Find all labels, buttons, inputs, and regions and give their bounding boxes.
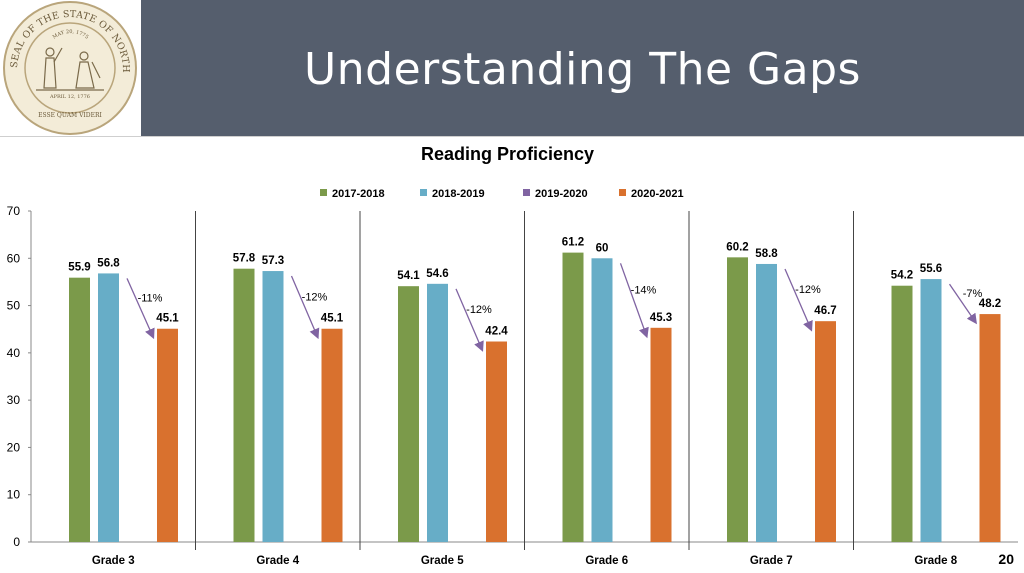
- x-tick-label: Grade 5: [421, 555, 464, 567]
- page-number: 20: [998, 551, 1014, 567]
- change-annotation: -14%: [631, 285, 657, 297]
- data-label: 48.2: [979, 298, 1001, 310]
- bar: [815, 321, 836, 542]
- seal-motto: ESSE QUAM VIDERI: [38, 112, 102, 119]
- data-label: 54.6: [426, 268, 448, 280]
- bar: [69, 277, 90, 542]
- data-label: 46.7: [814, 305, 836, 317]
- y-tick-label: 30: [7, 393, 21, 407]
- legend-label: 2018-2019: [432, 188, 485, 200]
- change-arrow: [784, 268, 813, 332]
- legend-swatch: [523, 189, 530, 196]
- data-label: 45.1: [321, 313, 344, 325]
- seal-figures-icon: [36, 47, 104, 91]
- bar: [650, 327, 672, 542]
- svg-text:MAY 20, 1775: MAY 20, 1775: [52, 29, 90, 41]
- bar: [891, 285, 913, 542]
- chart-title: Reading Proficiency: [420, 144, 595, 164]
- data-label: 58.8: [755, 248, 778, 260]
- data-label: 54.1: [397, 270, 420, 282]
- data-label: 61.2: [562, 237, 584, 249]
- y-tick-label: 60: [7, 251, 21, 265]
- y-tick-label: 70: [7, 204, 21, 218]
- bar: [262, 271, 284, 542]
- bar: [157, 328, 178, 542]
- change-annotation: -12%: [466, 304, 492, 316]
- bar: [756, 263, 777, 542]
- change-arrow: [619, 263, 649, 339]
- bar: [591, 258, 613, 542]
- header-divider: [0, 136, 1024, 137]
- data-label: 60: [596, 242, 609, 254]
- y-tick-label: 50: [7, 299, 21, 313]
- y-tick-label: 0: [13, 535, 20, 549]
- data-label: 56.8: [97, 257, 120, 269]
- seal-date-top: MAY 20, 1775: [52, 29, 90, 41]
- bar: [398, 286, 419, 542]
- legend-label: 2020-2021: [631, 188, 684, 200]
- legend-label: 2019-2020: [535, 188, 588, 200]
- x-tick-label: Grade 3: [92, 555, 135, 567]
- change-annotation: -12%: [795, 284, 821, 296]
- bar: [562, 252, 584, 542]
- bar: [98, 273, 119, 542]
- data-label: 55.6: [920, 263, 942, 275]
- title-banner: Understanding The Gaps: [141, 0, 1024, 136]
- x-tick-label: Grade 6: [585, 555, 628, 567]
- y-tick-label: 20: [7, 440, 21, 454]
- legend-label: 2017-2018: [332, 188, 385, 200]
- data-label: 45.1: [156, 313, 179, 325]
- change-arrow: [290, 275, 320, 340]
- y-tick-label: 40: [7, 346, 21, 360]
- data-label: 54.2: [891, 270, 913, 282]
- change-annotation: -12%: [302, 291, 328, 303]
- x-tick-label: Grade 8: [914, 555, 957, 567]
- slide-title: Understanding The Gaps: [304, 44, 861, 95]
- data-label: 55.9: [68, 262, 90, 274]
- bar: [427, 283, 448, 542]
- seal-date-bottom: APRIL 12, 1776: [49, 94, 90, 100]
- bar: [727, 257, 748, 542]
- legend-swatch: [320, 189, 327, 196]
- data-label: 57.8: [233, 253, 256, 265]
- state-seal-logo: THE GREAT SEAL OF THE STATE OF NORTH CAR…: [0, 0, 141, 136]
- change-arrow: [126, 278, 155, 340]
- bar: [920, 279, 942, 542]
- data-label: 60.2: [726, 241, 748, 253]
- x-tick-label: Grade 4: [256, 555, 299, 567]
- bar: [321, 328, 343, 542]
- legend-swatch: [420, 189, 427, 196]
- reading-proficiency-chart: 2017-2018 2018-2019 2019-2020 2020-2021 0 10 2…: [7, 188, 1018, 567]
- y-tick-label: 10: [7, 488, 21, 502]
- legend-swatch: [619, 189, 626, 196]
- change-annotation: -7%: [963, 288, 983, 300]
- change-annotation: -11%: [138, 293, 163, 305]
- change-arrow: [455, 288, 484, 352]
- bar: [486, 341, 507, 542]
- bar: [233, 268, 255, 542]
- data-label: 45.3: [650, 312, 672, 324]
- data-label: 57.3: [262, 255, 284, 267]
- x-tick-label: Grade 7: [750, 555, 793, 567]
- bar: [979, 314, 1001, 542]
- data-label: 42.4: [485, 326, 508, 338]
- change-arrow: [948, 283, 977, 325]
